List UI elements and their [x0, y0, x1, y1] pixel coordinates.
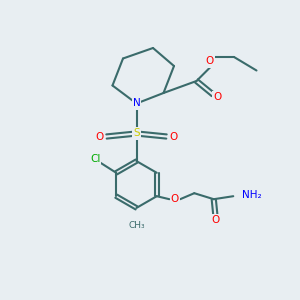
Text: CH₃: CH₃	[128, 221, 145, 230]
Text: N: N	[133, 98, 140, 109]
Text: Cl: Cl	[90, 154, 101, 164]
Text: S: S	[133, 128, 140, 139]
Text: O: O	[213, 92, 222, 103]
Text: O: O	[170, 131, 178, 142]
Text: O: O	[95, 131, 103, 142]
Text: O: O	[211, 214, 219, 225]
Text: O: O	[206, 56, 214, 67]
Text: NH₂: NH₂	[242, 190, 262, 200]
Text: O: O	[171, 194, 179, 204]
